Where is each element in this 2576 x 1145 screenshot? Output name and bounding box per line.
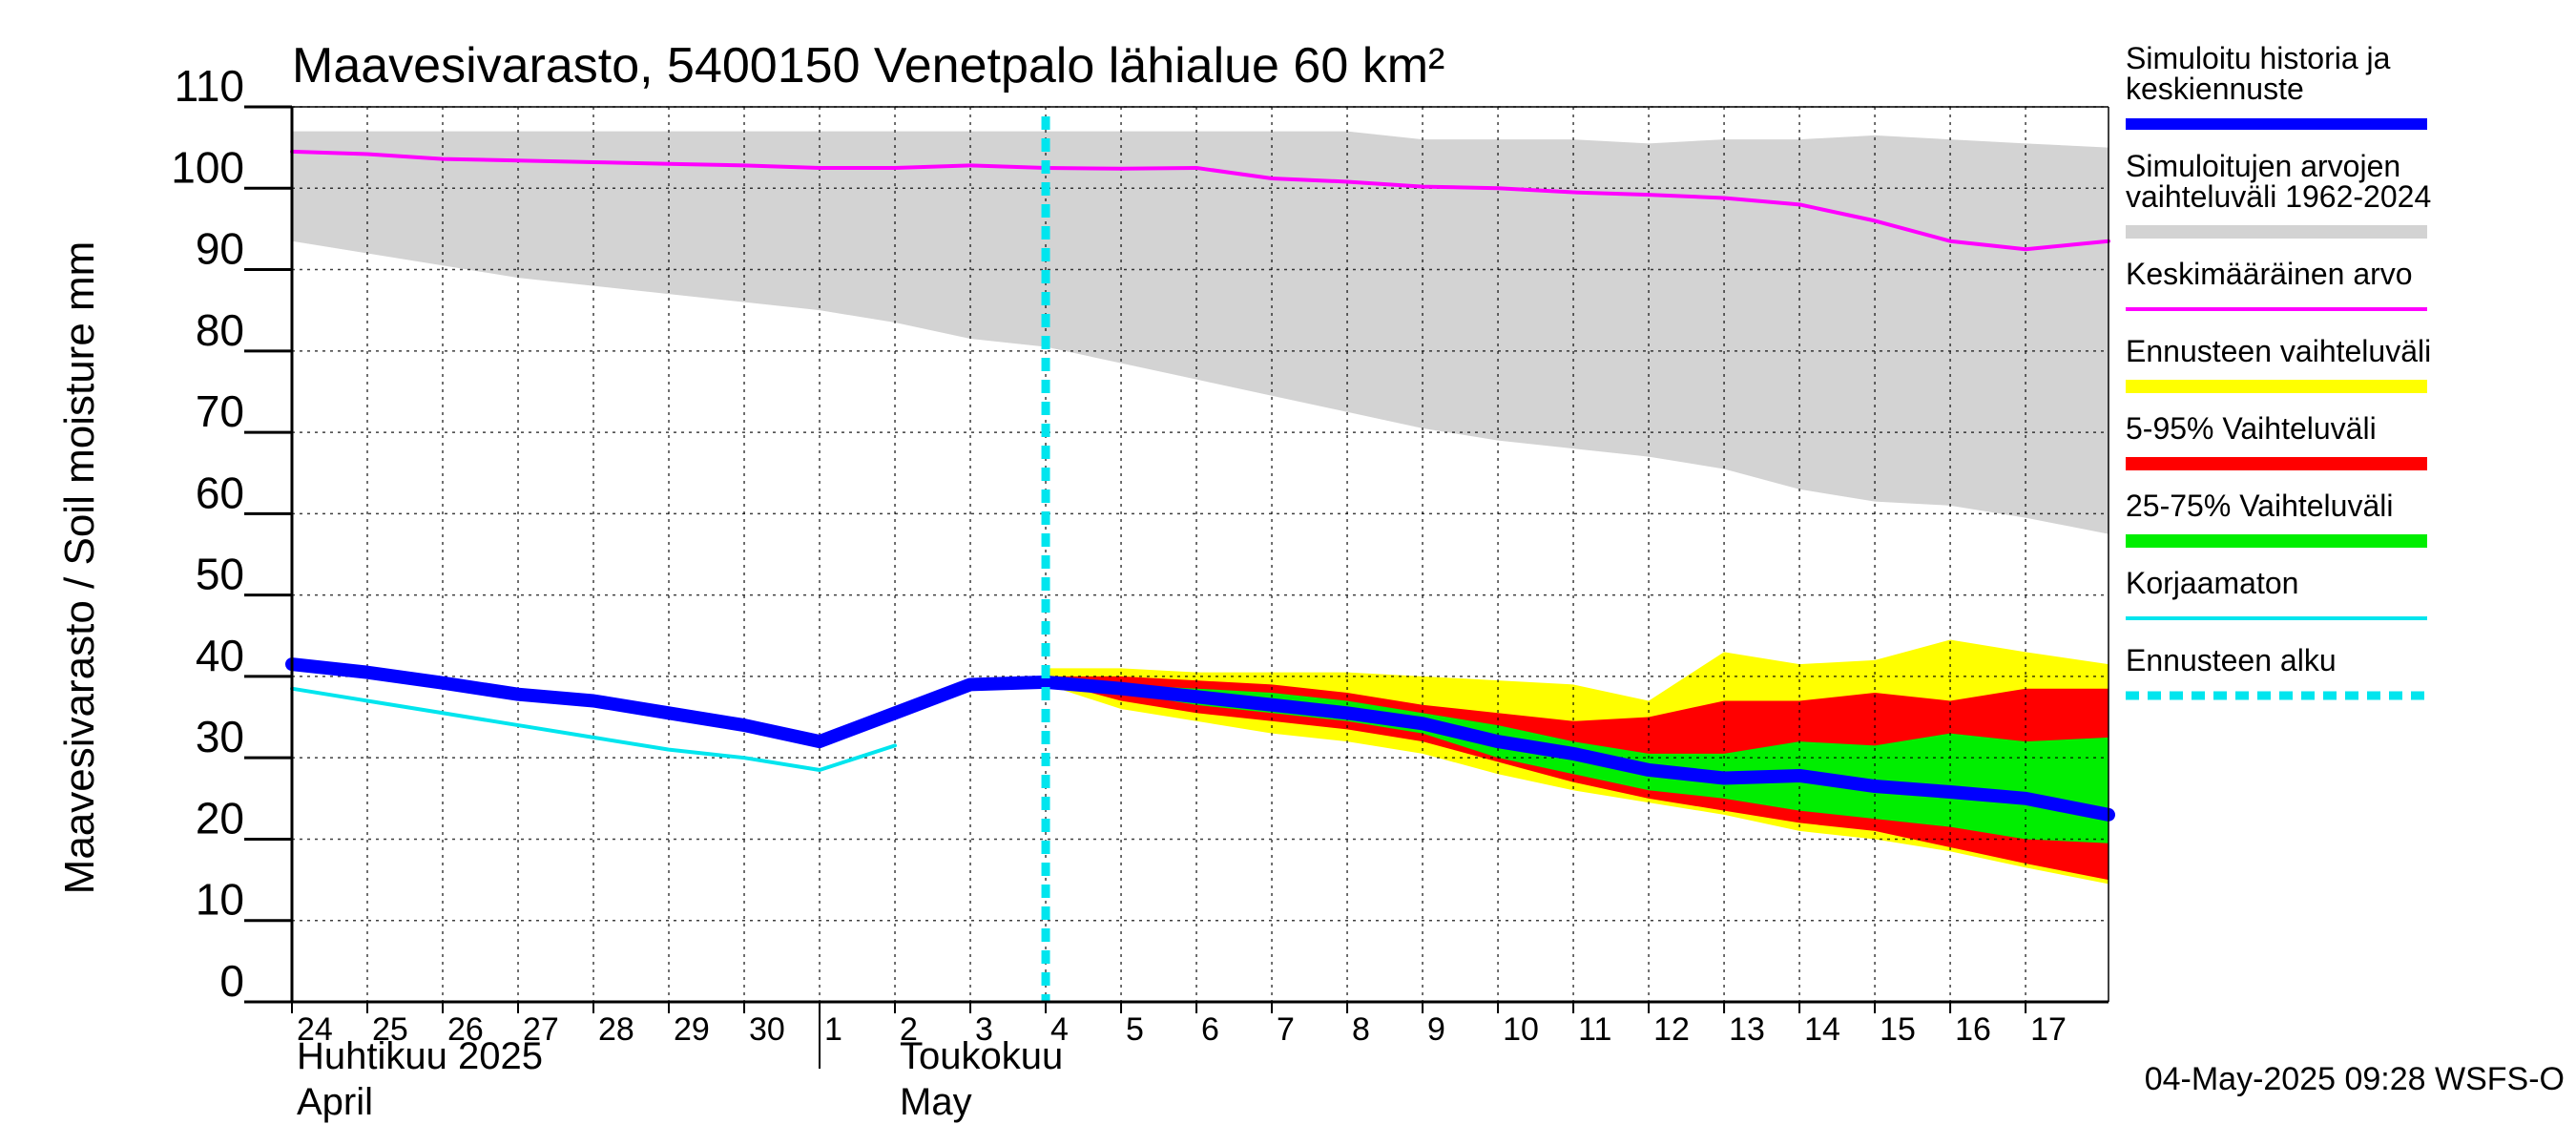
series-line-0 — [290, 149, 2110, 252]
band-3 — [1046, 680, 2109, 843]
legend-label-1-1: vaihteluväli 1962-2024 — [2126, 179, 2431, 214]
range-bands — [292, 131, 2109, 885]
legend-label-0-1: keskiennuste — [2126, 72, 2304, 106]
legend-label-0-0: Simuloitu historia ja — [2126, 41, 2391, 75]
x-tick-label-0: 24 — [297, 1011, 333, 1048]
x-tick-label-10: 4 — [1050, 1011, 1069, 1048]
y-tick-label-50: 50 — [196, 550, 244, 599]
y-tick-label-100: 100 — [171, 142, 244, 192]
series-line-2 — [285, 657, 2115, 822]
legend-label-6-0: Korjaamaton — [2126, 566, 2298, 600]
x-tick-label-5: 29 — [674, 1011, 710, 1048]
x-tick-label-3: 27 — [523, 1011, 559, 1048]
band-0 — [292, 131, 2109, 534]
x-tick-label-14: 8 — [1352, 1011, 1370, 1048]
x-tick-label-22: 16 — [1955, 1011, 1991, 1048]
y-tick-label-110: 110 — [175, 61, 244, 111]
x-tick-label-18: 12 — [1653, 1011, 1690, 1048]
month-label-1-1: May — [900, 1081, 972, 1123]
x-tick-label-8: 2 — [900, 1011, 918, 1048]
x-tick-label-4: 28 — [598, 1011, 634, 1048]
x-tick-label-2: 26 — [447, 1011, 484, 1048]
y-tick-label-0: 0 — [219, 956, 244, 1006]
y-tick-label-80: 80 — [196, 305, 244, 355]
legend-label-7-0: Ennusteen alku — [2126, 643, 2337, 677]
y-tick-label-10: 10 — [196, 875, 244, 925]
x-tick-label-19: 13 — [1729, 1011, 1765, 1048]
y-tick-label-20: 20 — [196, 793, 244, 843]
legend-label-1-0: Simuloitujen arvojen — [2126, 149, 2400, 183]
month-label-0-0: Huhtikuu 2025 — [297, 1035, 543, 1077]
chart-title: Maavesivarasto, 5400150 Venetpalo lähial… — [292, 38, 1444, 94]
x-tick-label-17: 11 — [1578, 1011, 1611, 1048]
x-tick-label-20: 14 — [1804, 1011, 1840, 1048]
x-tick-label-16: 10 — [1503, 1011, 1539, 1048]
y-tick-label-60: 60 — [196, 468, 244, 517]
timestamp: 04-May-2025 09:28 WSFS-O — [2145, 1061, 2565, 1097]
series-lines — [285, 149, 2115, 822]
x-tick-label-12: 6 — [1201, 1011, 1219, 1048]
x-tick-label-15: 9 — [1427, 1011, 1445, 1048]
x-tick-label-6: 30 — [749, 1011, 785, 1048]
x-tick-label-9: 3 — [975, 1011, 993, 1048]
legend-label-5-0: 25-75% Vaihteluväli — [2126, 489, 2393, 523]
series-line-1 — [290, 686, 898, 772]
y-axis-label: Maavesivarasto / Soil moisture mm — [56, 241, 103, 895]
x-tick-label-1: 25 — [372, 1011, 408, 1048]
legend-label-4-0: 5-95% Vaihteluväli — [2126, 411, 2377, 446]
x-tick-label-23: 17 — [2030, 1011, 2067, 1048]
y-tick-label-70: 70 — [196, 386, 244, 436]
month-label-0-1: April — [297, 1081, 373, 1123]
x-tick-label-13: 7 — [1277, 1011, 1295, 1048]
x-tick-label-21: 15 — [1880, 1011, 1916, 1048]
y-tick-label-90: 90 — [196, 224, 244, 274]
x-tick-label-7: 1 — [824, 1011, 842, 1048]
axes — [244, 105, 2109, 1069]
band-2 — [1046, 676, 2109, 881]
y-tick-label-40: 40 — [196, 631, 244, 680]
y-tick-label-30: 30 — [196, 712, 244, 761]
x-tick-label-11: 5 — [1126, 1011, 1144, 1048]
month-label-1-0: Toukokuu — [900, 1035, 1063, 1077]
legend-label-3-0: Ennusteen vaihteluväli — [2126, 334, 2431, 368]
legend-label-2-0: Keskimääräinen arvo — [2126, 257, 2413, 291]
